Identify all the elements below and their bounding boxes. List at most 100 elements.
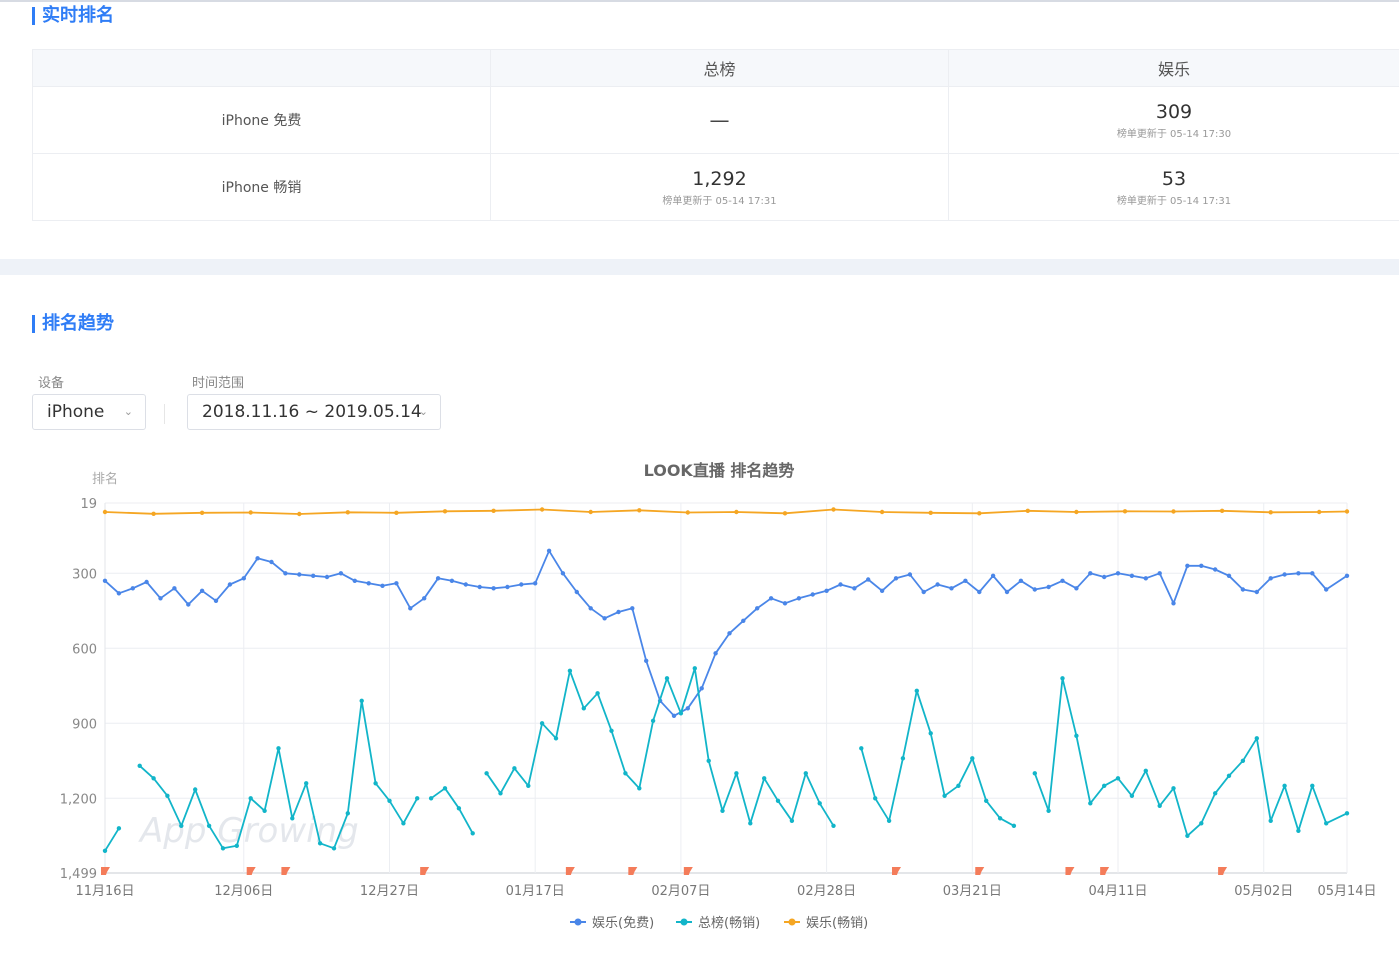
- data-point: [1060, 578, 1065, 583]
- data-point: [796, 596, 802, 601]
- data-point: [102, 848, 108, 853]
- data-point: [449, 578, 455, 583]
- data-point: [442, 509, 448, 514]
- data-point: [130, 586, 135, 591]
- data-point: [546, 548, 552, 553]
- legend-marker: [574, 918, 582, 926]
- data-point: [359, 698, 364, 703]
- data-point: [116, 591, 122, 596]
- data-point: [727, 631, 732, 636]
- rank-value: 1,292: [692, 167, 747, 190]
- data-point: [623, 771, 628, 776]
- data-point: [1185, 563, 1190, 568]
- data-point: [1226, 573, 1232, 578]
- data-point: [553, 736, 559, 741]
- data-point: [678, 711, 684, 716]
- ranking-trend-title: 排名趋势: [32, 314, 114, 334]
- data-point: [602, 616, 607, 621]
- data-point: [644, 658, 649, 663]
- data-point: [199, 510, 205, 515]
- data-point: [713, 651, 718, 656]
- x-tick-label: 11月16日: [75, 884, 134, 899]
- data-point: [1185, 833, 1190, 838]
- series-3: [102, 507, 1350, 517]
- data-point: [817, 801, 822, 806]
- data-point: [1240, 758, 1246, 763]
- data-point: [692, 666, 697, 671]
- data-point: [1157, 571, 1162, 576]
- data-point: [199, 588, 205, 593]
- update-time: 榜单更新于 05-14 17:31: [1116, 195, 1232, 207]
- data-point: [928, 510, 933, 515]
- data-point: [567, 668, 573, 673]
- update-time: 榜单更新于 05-14 17:30: [1116, 128, 1232, 140]
- data-point: [782, 511, 788, 516]
- data-point: [699, 686, 704, 691]
- data-point: [706, 758, 711, 763]
- data-point: [1199, 821, 1204, 826]
- data-point: [269, 559, 274, 565]
- data-point: [963, 578, 968, 583]
- data-point: [956, 783, 961, 788]
- realtime-ranking-table: 总榜 娱乐 iPhone 免费 — 309 榜单更新于 05-14 17:30 …: [32, 49, 1399, 221]
- data-point: [366, 581, 371, 586]
- event-flag-icon: [891, 867, 901, 875]
- x-tick-label: 03月21日: [943, 884, 1002, 899]
- data-point: [151, 776, 156, 781]
- legend-marker: [788, 918, 796, 926]
- data-point: [1344, 573, 1350, 578]
- time-range-select[interactable]: 2018.11.16 ~ 2019.05.14 ⌄: [187, 394, 441, 430]
- x-tick-label: 04月11日: [1088, 884, 1147, 899]
- data-point: [664, 676, 670, 681]
- data-point: [921, 589, 926, 595]
- y-axis-title: 排名: [92, 471, 118, 487]
- data-point: [116, 826, 122, 831]
- data-point: [428, 796, 434, 801]
- data-point: [1129, 793, 1135, 798]
- data-point: [262, 808, 267, 813]
- data-point: [373, 781, 378, 786]
- event-flag-icon: [565, 867, 575, 875]
- data-point: [1310, 783, 1315, 788]
- data-point: [1254, 736, 1260, 741]
- data-point: [1046, 584, 1051, 590]
- data-point: [1171, 601, 1176, 606]
- table-header-row: 总榜 娱乐: [32, 49, 1399, 87]
- event-flag-icon: [101, 867, 110, 875]
- data-point: [748, 821, 753, 826]
- data-point: [574, 589, 579, 595]
- data-point: [893, 576, 899, 581]
- series-line: [104, 549, 1348, 717]
- data-point: [227, 582, 233, 587]
- data-point: [734, 509, 739, 515]
- data-point: [206, 823, 212, 828]
- data-point: [949, 586, 954, 591]
- data-point: [990, 573, 996, 578]
- data-point: [1004, 589, 1010, 595]
- y-tick-label: 300: [72, 567, 97, 582]
- data-point: [1219, 508, 1225, 513]
- data-point: [1032, 771, 1038, 776]
- data-point: [1213, 791, 1218, 796]
- data-point: [435, 576, 441, 581]
- data-point: [324, 574, 330, 580]
- data-point: [1025, 508, 1031, 513]
- data-point: [158, 596, 163, 601]
- data-point: [519, 582, 524, 587]
- data-point: [1011, 823, 1017, 828]
- device-select[interactable]: iPhone ⌄: [32, 394, 146, 430]
- data-point: [137, 763, 142, 768]
- x-tick-label: 05月02日: [1234, 884, 1293, 899]
- row-label: iPhone 免费: [32, 86, 491, 154]
- data-point: [477, 584, 482, 590]
- data-point: [789, 818, 795, 823]
- y-tick-label: 1,200: [60, 792, 97, 807]
- data-point: [1226, 773, 1232, 778]
- data-point: [304, 781, 309, 786]
- y-tick-label: 19: [80, 497, 97, 512]
- data-point: [685, 706, 690, 711]
- data-point: [1032, 587, 1038, 592]
- chart-title: LOOK直播 排名趋势: [644, 461, 795, 480]
- y-tick-label: 600: [72, 642, 97, 657]
- series-1: [102, 548, 1350, 718]
